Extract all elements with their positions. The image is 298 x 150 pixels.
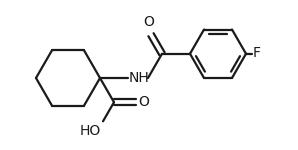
Text: F: F: [253, 46, 261, 60]
Text: NH: NH: [129, 70, 150, 84]
Text: O: O: [144, 15, 154, 29]
Text: HO: HO: [80, 124, 101, 138]
Text: O: O: [138, 95, 149, 109]
